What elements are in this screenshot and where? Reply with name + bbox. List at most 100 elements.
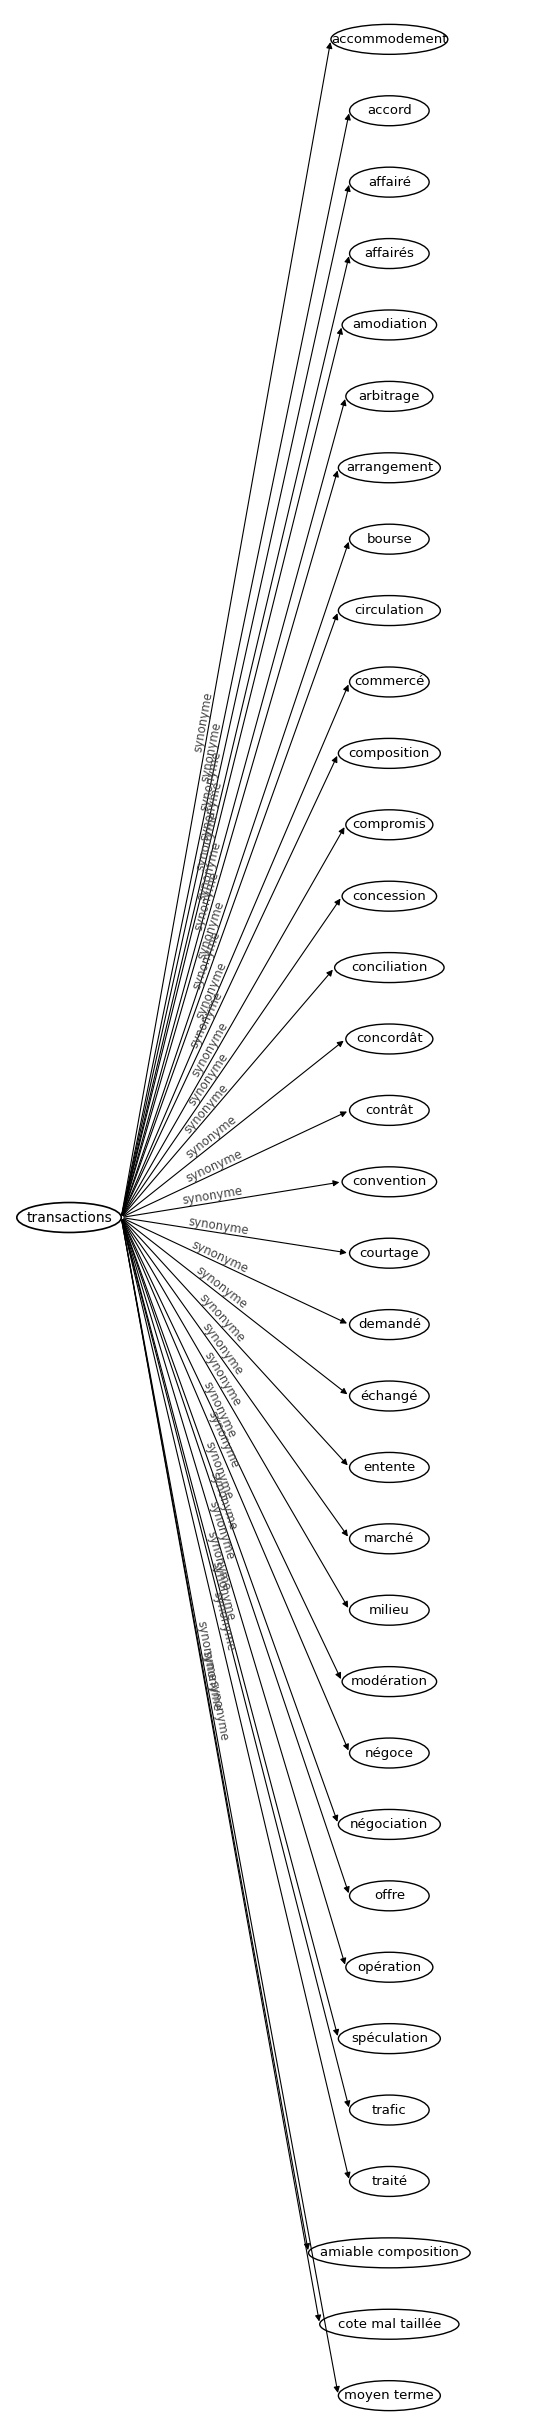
Text: opération: opération: [357, 1960, 422, 1975]
Text: concession: concession: [352, 889, 426, 903]
Text: synonyme: synonyme: [186, 1049, 231, 1108]
FancyArrowPatch shape: [122, 1220, 349, 1892]
Text: synonyme: synonyme: [195, 899, 227, 962]
Text: synonyme: synonyme: [193, 959, 229, 1020]
Text: synonyme: synonyme: [205, 1529, 233, 1592]
FancyArrowPatch shape: [122, 114, 350, 1215]
Text: marché: marché: [364, 1532, 415, 1546]
Text: accord: accord: [367, 105, 411, 117]
FancyArrowPatch shape: [122, 1220, 309, 2250]
FancyArrowPatch shape: [124, 1113, 346, 1218]
FancyArrowPatch shape: [122, 329, 342, 1215]
FancyArrowPatch shape: [123, 1220, 341, 1678]
Text: synonyme: synonyme: [188, 989, 225, 1049]
Text: spéculation: spéculation: [351, 2033, 428, 2045]
Text: conciliation: conciliation: [351, 962, 427, 974]
FancyArrowPatch shape: [123, 972, 332, 1215]
Text: courtage: courtage: [360, 1247, 419, 1259]
FancyArrowPatch shape: [122, 1220, 338, 2036]
FancyArrowPatch shape: [123, 828, 344, 1215]
FancyArrowPatch shape: [122, 185, 350, 1215]
Text: synonyme: synonyme: [189, 1020, 231, 1079]
Text: synonyme: synonyme: [190, 1237, 251, 1276]
Text: synonyme: synonyme: [199, 1320, 245, 1378]
FancyArrowPatch shape: [122, 44, 332, 1215]
Text: négociation: négociation: [350, 1819, 429, 1831]
FancyArrowPatch shape: [123, 757, 337, 1215]
FancyArrowPatch shape: [122, 543, 349, 1215]
Text: trafic: trafic: [372, 2104, 407, 2116]
Text: composition: composition: [349, 748, 430, 760]
Text: entente: entente: [363, 1461, 416, 1473]
Text: cote mal taillée: cote mal taillée: [338, 2318, 441, 2330]
FancyArrowPatch shape: [124, 1220, 346, 1393]
Text: convention: convention: [352, 1176, 426, 1188]
FancyArrowPatch shape: [123, 1220, 347, 1536]
Text: synonyme: synonyme: [191, 692, 215, 752]
FancyArrowPatch shape: [124, 1218, 346, 1322]
Text: amodiation: amodiation: [352, 319, 427, 331]
Text: circulation: circulation: [354, 604, 424, 616]
Text: transactions: transactions: [26, 1210, 112, 1225]
Text: synonyme: synonyme: [195, 840, 224, 901]
FancyArrowPatch shape: [122, 1220, 339, 2391]
FancyArrowPatch shape: [122, 1220, 350, 2177]
Text: accommodement: accommodement: [331, 32, 448, 46]
Text: synonyme: synonyme: [187, 1215, 249, 1237]
Text: synonyme: synonyme: [198, 750, 224, 813]
Text: arbitrage: arbitrage: [359, 390, 420, 402]
Text: modération: modération: [351, 1675, 428, 1687]
FancyArrowPatch shape: [122, 1220, 350, 2106]
Text: contrât: contrât: [365, 1103, 414, 1118]
Text: synonyme: synonyme: [194, 811, 221, 872]
Text: commercé: commercé: [354, 674, 425, 689]
Text: synonyme: synonyme: [201, 1378, 239, 1439]
Text: synonyme: synonyme: [182, 1186, 244, 1208]
Text: synonyme: synonyme: [210, 1590, 237, 1651]
FancyArrowPatch shape: [124, 1181, 338, 1218]
Text: concordât: concordât: [356, 1032, 423, 1045]
FancyArrowPatch shape: [122, 258, 350, 1215]
Text: synonyme: synonyme: [202, 1349, 244, 1410]
Text: synonyme: synonyme: [205, 1410, 241, 1471]
Text: synonyme: synonyme: [195, 1619, 218, 1683]
Text: synonyme: synonyme: [198, 721, 223, 782]
FancyArrowPatch shape: [124, 1218, 345, 1254]
FancyArrowPatch shape: [122, 1220, 345, 1963]
FancyArrowPatch shape: [122, 399, 346, 1215]
Text: synonyme: synonyme: [193, 1264, 249, 1310]
Text: offre: offre: [374, 1890, 405, 1902]
FancyArrowPatch shape: [124, 1042, 343, 1215]
Text: synonyme: synonyme: [207, 1500, 237, 1561]
Text: traité: traité: [372, 2174, 407, 2189]
Text: synonyme: synonyme: [207, 1680, 231, 1743]
Text: synonyme: synonyme: [197, 779, 224, 843]
Text: arrangement: arrangement: [346, 460, 433, 475]
FancyArrowPatch shape: [123, 687, 349, 1215]
FancyArrowPatch shape: [122, 472, 338, 1215]
FancyArrowPatch shape: [123, 899, 340, 1215]
Text: synonyme: synonyme: [207, 1468, 239, 1532]
FancyArrowPatch shape: [123, 1220, 347, 1463]
Text: synonyme: synonyme: [190, 930, 223, 991]
Text: négoce: négoce: [365, 1746, 414, 1761]
Text: échangé: échangé: [361, 1390, 418, 1403]
Text: amiable composition: amiable composition: [320, 2248, 459, 2260]
FancyArrowPatch shape: [122, 1220, 320, 2321]
Text: moyen terme: moyen terme: [344, 2389, 434, 2403]
Text: synonyme: synonyme: [184, 1147, 245, 1186]
Text: synonyme: synonyme: [183, 1113, 239, 1161]
Text: affairé: affairé: [368, 175, 411, 187]
Text: synonyme: synonyme: [181, 1081, 231, 1135]
FancyArrowPatch shape: [123, 1220, 349, 1748]
FancyArrowPatch shape: [122, 1220, 338, 1821]
Text: affairés: affairés: [365, 246, 414, 261]
Text: synonyme: synonyme: [209, 1558, 237, 1622]
FancyArrowPatch shape: [122, 614, 338, 1215]
Text: bourse: bourse: [367, 533, 412, 545]
Text: demandé: demandé: [358, 1317, 421, 1332]
Text: synonyme: synonyme: [202, 1439, 235, 1500]
Text: synonyme: synonyme: [199, 1651, 223, 1712]
Text: synonyme: synonyme: [191, 869, 221, 933]
FancyArrowPatch shape: [123, 1220, 348, 1607]
